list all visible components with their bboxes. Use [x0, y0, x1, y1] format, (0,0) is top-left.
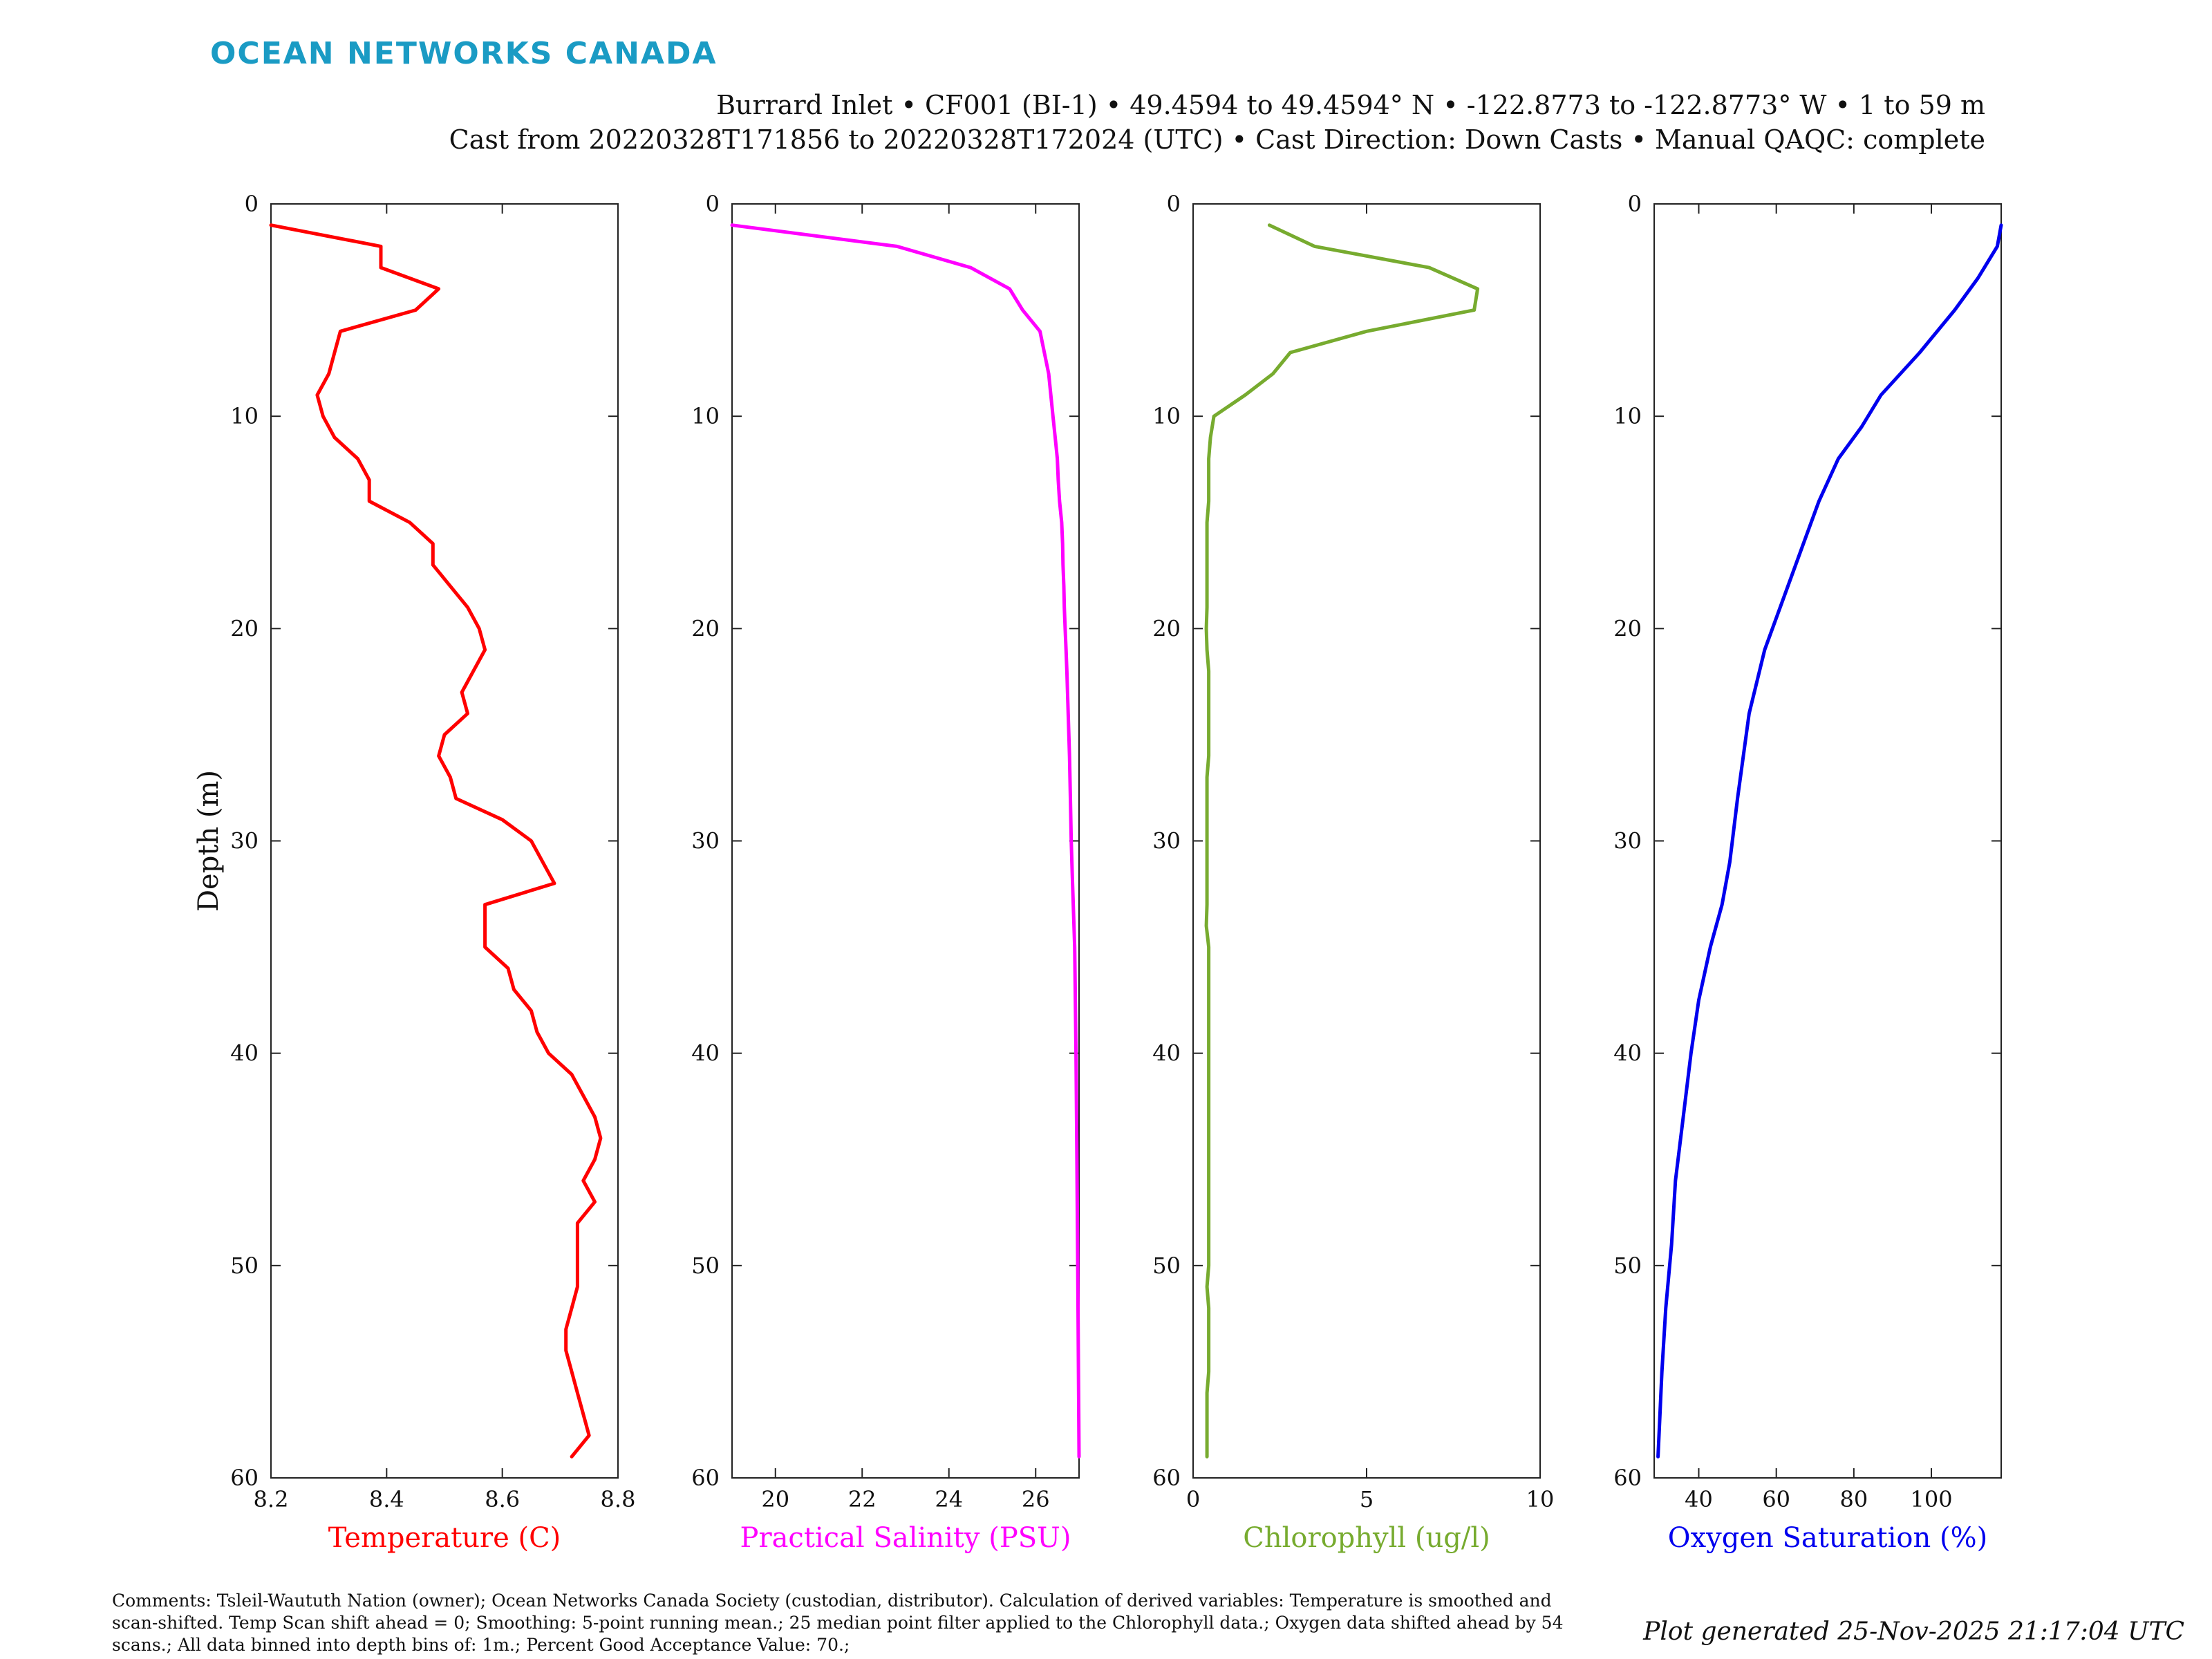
x-axis-label: Oxygen Saturation (%) [1668, 1522, 1987, 1554]
y-tick-label: 40 [1152, 1040, 1181, 1067]
plot-generated-timestamp: Plot generated 25-Nov-2025 21:17:04 UTC [1643, 1618, 2184, 1646]
x-tick-label: 8.6 [485, 1486, 520, 1512]
y-tick-label: 0 [1167, 191, 1181, 217]
header-location-line: Burrard Inlet • CF001 (BI-1) • 49.4594 t… [716, 90, 1985, 120]
series-line [730, 223, 1081, 1459]
y-tick-label: 60 [230, 1465, 259, 1491]
x-tick-label: 20 [761, 1486, 789, 1512]
x-tick-label: 8.2 [254, 1486, 289, 1512]
y-tick-label: 20 [691, 615, 720, 641]
x-tick-label: 24 [935, 1486, 963, 1512]
y-tick-label: 40 [1613, 1040, 1642, 1067]
series-line [1656, 223, 2003, 1459]
plot-frame [1653, 203, 2002, 1479]
y-tick-label: 20 [230, 615, 259, 641]
y-tick-label: 50 [691, 1253, 720, 1279]
plot-frame [731, 203, 1080, 1479]
y-tick-label: 50 [1152, 1253, 1181, 1279]
brand-logo: OCEAN NETWORKS CANADA [210, 36, 718, 71]
x-tick-label: 40 [1685, 1486, 1713, 1512]
y-tick-label: 30 [230, 828, 259, 854]
y-tick-label: 10 [1613, 403, 1642, 429]
x-tick-label: 8.8 [601, 1486, 636, 1512]
series-line [269, 223, 603, 1459]
x-tick-label: 0 [1186, 1486, 1200, 1512]
y-tick-label: 60 [691, 1465, 720, 1491]
x-tick-label: 5 [1360, 1486, 1374, 1512]
y-tick-label: 50 [1613, 1253, 1642, 1279]
x-tick-label: 26 [1022, 1486, 1050, 1512]
y-tick-label: 20 [1613, 615, 1642, 641]
y-tick-label: 10 [230, 403, 259, 429]
y-tick-label: 30 [1152, 828, 1181, 854]
plot-panel-2: 0 10 20 30 40 50 60 20 22 24 26 Practical Salinity … [691, 191, 1081, 1554]
y-tick-label: 60 [1613, 1465, 1642, 1491]
plot-panel-4: 0 10 20 30 40 50 60 40 60 80 100 Oxygen Saturation … [1613, 191, 2003, 1554]
y-axis-label: Depth (m) [193, 770, 225, 912]
x-tick-label: 60 [1762, 1486, 1790, 1512]
x-axis-label: Practical Salinity (PSU) [740, 1522, 1071, 1554]
y-tick-label: 0 [706, 191, 720, 217]
x-tick-label: 80 [1840, 1486, 1868, 1512]
comments-text: Comments: Tsleil-Waututh Nation (owner);… [112, 1591, 1564, 1655]
y-tick-label: 10 [691, 403, 720, 429]
y-tick-label: 60 [1152, 1465, 1181, 1491]
y-tick-label: 40 [230, 1040, 259, 1067]
x-axis-label: Chlorophyll (ug/l) [1243, 1522, 1490, 1554]
x-tick-label: 10 [1526, 1486, 1555, 1512]
series-line [1204, 223, 1480, 1459]
x-tick-label: 100 [1911, 1486, 1953, 1512]
y-tick-label: 30 [1613, 828, 1642, 854]
plot-panel-1: 0 10 20 30 40 50 608.2 8.4 8.6 8.8 Temperature (C)… [193, 191, 635, 1554]
y-tick-label: 40 [691, 1040, 720, 1067]
y-tick-label: 20 [1152, 615, 1181, 641]
x-tick-label: 8.4 [369, 1486, 404, 1512]
y-tick-label: 0 [1628, 191, 1642, 217]
plot-frame [270, 203, 619, 1479]
x-tick-label: 22 [848, 1486, 877, 1512]
y-tick-label: 10 [1152, 403, 1181, 429]
x-axis-label: Temperature (C) [328, 1522, 561, 1554]
y-tick-label: 50 [230, 1253, 259, 1279]
y-tick-label: 0 [245, 191, 259, 217]
header-cast-line: Cast from 20220328T171856 to 20220328T17… [449, 124, 1985, 155]
y-tick-label: 30 [691, 828, 720, 854]
